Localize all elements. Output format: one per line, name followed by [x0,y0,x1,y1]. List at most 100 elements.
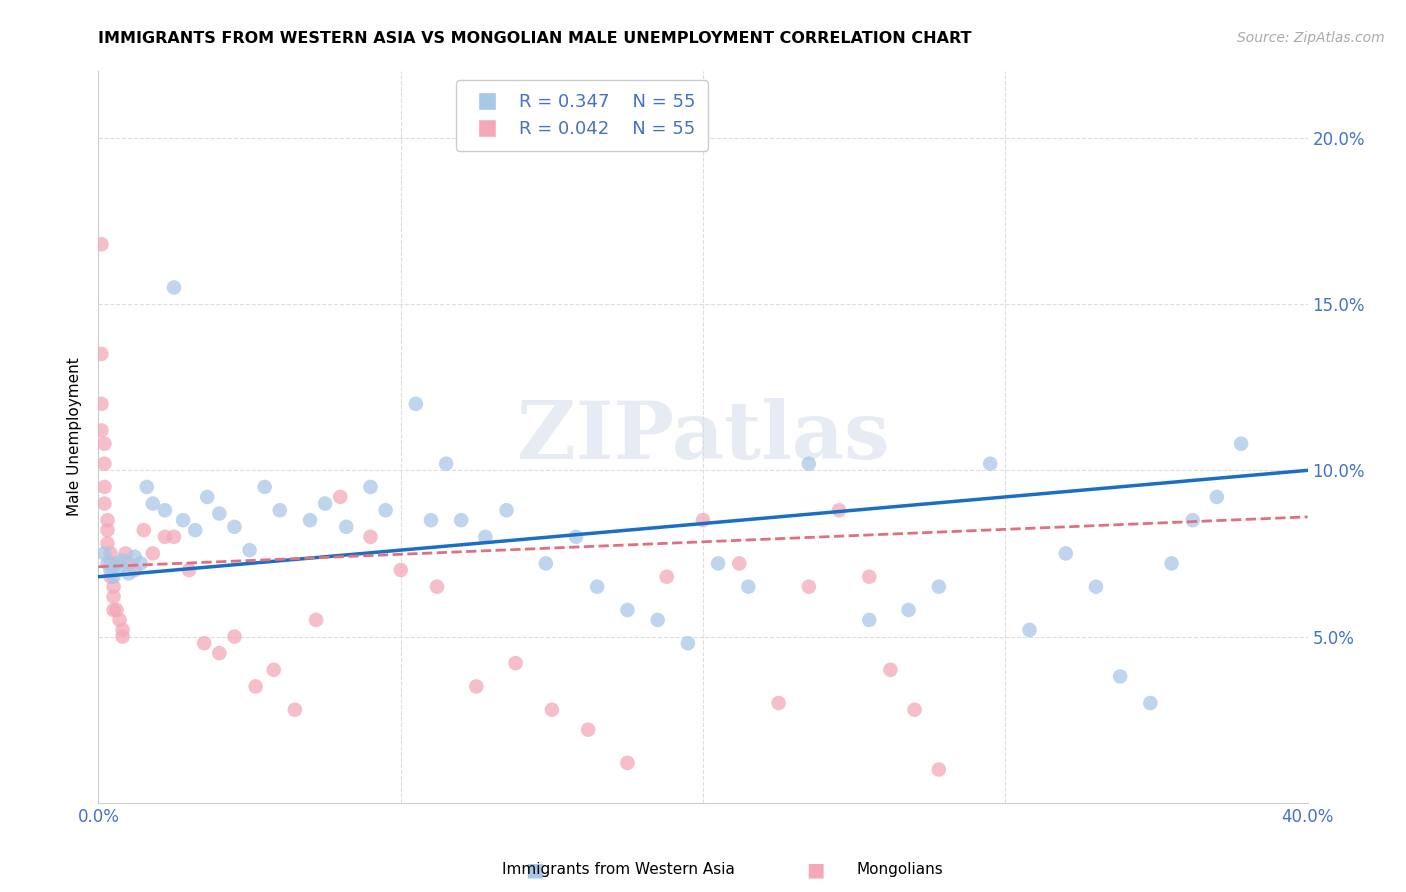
Point [93,457,115,471]
Point [111,553,134,567]
Point [904,703,927,717]
Point [305,613,328,627]
Point [263,663,285,677]
Point [450,513,472,527]
Point [269,503,291,517]
Point [153,503,176,517]
Point [103,590,125,604]
Text: Source: ZipAtlas.com: Source: ZipAtlas.com [1237,31,1385,45]
Point [114,546,136,560]
Point [797,580,820,594]
Point [1109,669,1132,683]
Legend: R = 0.347    N = 55, R = 0.042    N = 55: R = 0.347 N = 55, R = 0.042 N = 55 [456,80,709,151]
Point [108,613,131,627]
Text: Mongolians: Mongolians [856,863,943,877]
Point [239,543,262,558]
Point [1054,546,1077,560]
Point [586,580,609,594]
Point [124,563,146,577]
Point [465,680,488,694]
Point [105,557,128,571]
Point [1018,623,1040,637]
Point [928,763,950,777]
Point [124,549,146,564]
Point [90,397,112,411]
Point [858,613,880,627]
Point [616,756,638,770]
Point [1085,580,1108,594]
Point [90,237,112,252]
Point [534,557,557,571]
Point [118,557,141,571]
Point [505,656,527,670]
Point [142,497,165,511]
Point [163,280,186,294]
Point [195,490,218,504]
Point [314,497,336,511]
Point [93,436,115,450]
Point [253,480,276,494]
Point [184,523,207,537]
Point [1181,513,1204,527]
Point [163,530,186,544]
Point [100,546,122,560]
Point [129,557,152,571]
Text: IMMIGRANTS FROM WESTERN ASIA VS MONGOLIAN MALE UNEMPLOYMENT CORRELATION CHART: IMMIGRANTS FROM WESTERN ASIA VS MONGOLIA… [98,31,972,46]
Point [100,557,122,571]
Point [193,636,215,650]
Point [284,703,307,717]
Point [100,570,122,584]
Point [96,557,118,571]
Point [1230,436,1253,450]
Point [495,503,517,517]
Point [655,570,678,584]
Point [105,603,128,617]
Point [389,563,412,577]
Point [879,663,901,677]
Point [93,497,115,511]
Point [335,520,357,534]
Point [616,603,638,617]
Point [118,566,141,581]
Point [360,530,382,544]
Point [897,603,920,617]
Point [576,723,599,737]
Point [707,557,730,571]
Point [728,557,751,571]
Point [179,563,201,577]
Point [979,457,1001,471]
Point [245,680,267,694]
Point [420,513,443,527]
Point [103,580,125,594]
Point [208,646,231,660]
Point [90,347,112,361]
Point [111,630,134,644]
Point [565,530,588,544]
Point [142,546,165,560]
Point [90,424,112,438]
Point [692,513,714,527]
Point [540,703,562,717]
Point [111,623,134,637]
Point [828,503,851,517]
Point [135,480,157,494]
Point [132,523,155,537]
Point [1139,696,1161,710]
Point [96,536,118,550]
Point [208,507,231,521]
Point [108,559,131,574]
Text: ■: ■ [806,860,825,880]
Point [768,696,790,710]
Point [100,563,122,577]
Text: Immigrants from Western Asia: Immigrants from Western Asia [502,863,735,877]
Point [329,490,352,504]
Point [1160,557,1182,571]
Point [93,546,115,560]
Point [797,457,820,471]
Point [93,480,115,494]
Point [224,630,246,644]
Y-axis label: Male Unemployment: Male Unemployment [67,358,83,516]
Text: ■: ■ [524,860,544,880]
Point [928,580,950,594]
Point [426,580,449,594]
